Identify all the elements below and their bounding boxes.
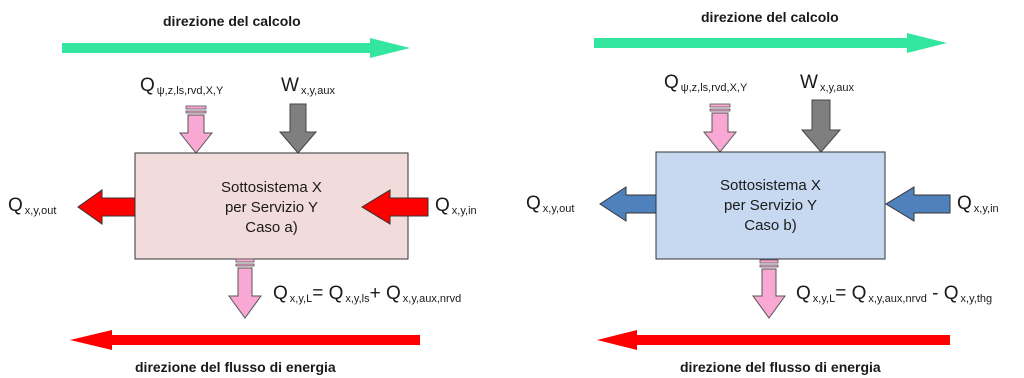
panel-case-b: direzione del calcolo direzione del flus… bbox=[512, 0, 1024, 378]
subscript: x,y,out bbox=[542, 203, 575, 215]
subscript: x,y,L bbox=[289, 293, 313, 305]
subscript: ψ,z,ls,rvd,X,Y bbox=[680, 82, 748, 94]
symbol: Q bbox=[957, 193, 972, 214]
flow-direction-label: direzione del flusso di energia bbox=[135, 359, 336, 375]
flow-direction-arrow bbox=[70, 330, 420, 350]
subsystem-box-text: Sottosistema X per Servizio Y Caso a) bbox=[135, 178, 408, 238]
subscript: ψ,z,ls,rvd,X,Y bbox=[156, 85, 224, 97]
symbol: Q bbox=[273, 283, 288, 304]
box-line-3: Caso a) bbox=[245, 219, 298, 236]
panel-case-a: direzione del calcolo direzione del flus… bbox=[8, 13, 477, 375]
flow-direction-arrow bbox=[597, 330, 950, 350]
loss-arrow bbox=[228, 258, 262, 319]
subscript: x,y,in bbox=[973, 203, 999, 215]
box-line-1: Sottosistema X bbox=[221, 179, 322, 196]
aux-energy-arrow bbox=[800, 99, 842, 153]
subscript: x,y,aux bbox=[819, 82, 854, 94]
subscript: x,y,L bbox=[812, 293, 836, 305]
term1-symbol: Q bbox=[851, 283, 867, 304]
calc-direction-label: direzione del calcolo bbox=[163, 13, 301, 29]
calc-direction-arrow bbox=[594, 33, 947, 53]
box-line-2: per Servizio Y bbox=[224, 199, 319, 216]
term1-subscript: x,y,aux,nrvd bbox=[868, 293, 927, 305]
loss-arrow bbox=[752, 259, 786, 319]
symbol: W bbox=[800, 72, 818, 93]
flow-direction-label: direzione del flusso di energia bbox=[680, 359, 881, 375]
symbol: Q bbox=[526, 193, 541, 214]
calc-direction-label: direzione del calcolo bbox=[701, 9, 839, 25]
symbol: Q bbox=[664, 72, 679, 93]
symbol: Q bbox=[796, 283, 811, 304]
input-heat-arrow bbox=[178, 105, 214, 154]
symbol: Q bbox=[435, 195, 450, 216]
input-arrow bbox=[885, 186, 951, 222]
diagram-canvas-a bbox=[62, 38, 429, 350]
symbol: Q bbox=[8, 195, 23, 216]
subscript: x,y,out bbox=[24, 205, 57, 217]
input-heat-arrow bbox=[702, 103, 738, 153]
symbol: W bbox=[281, 75, 299, 96]
box-line-1: Sottosistema X bbox=[720, 177, 821, 194]
aux-energy-arrow bbox=[278, 103, 318, 154]
calc-direction-arrow bbox=[62, 38, 410, 58]
operator: + bbox=[369, 283, 381, 304]
diagram-canvas-b bbox=[594, 33, 951, 350]
term2-subscript: x,y,thg bbox=[960, 293, 993, 305]
subscript: x,y,in bbox=[451, 205, 477, 217]
term2-symbol: Q bbox=[386, 283, 401, 304]
input-arrow bbox=[361, 189, 429, 225]
term2-subscript: x,y,aux,nrvd bbox=[402, 293, 462, 305]
subsystem-box-text: Sottosistema X per Servizio Y Caso b) bbox=[656, 176, 885, 236]
operator: - bbox=[932, 283, 939, 304]
box-line-3: Caso b) bbox=[744, 217, 797, 234]
output-arrow bbox=[599, 186, 657, 222]
subscript: x,y,aux bbox=[300, 85, 335, 97]
symbol: Q bbox=[140, 75, 155, 96]
output-arrow bbox=[77, 189, 136, 225]
term1-symbol: Q bbox=[328, 283, 344, 304]
box-line-2: per Servizio Y bbox=[723, 197, 818, 214]
term2-symbol: Q bbox=[943, 283, 959, 304]
term1-subscript: x,y,ls bbox=[345, 293, 370, 305]
